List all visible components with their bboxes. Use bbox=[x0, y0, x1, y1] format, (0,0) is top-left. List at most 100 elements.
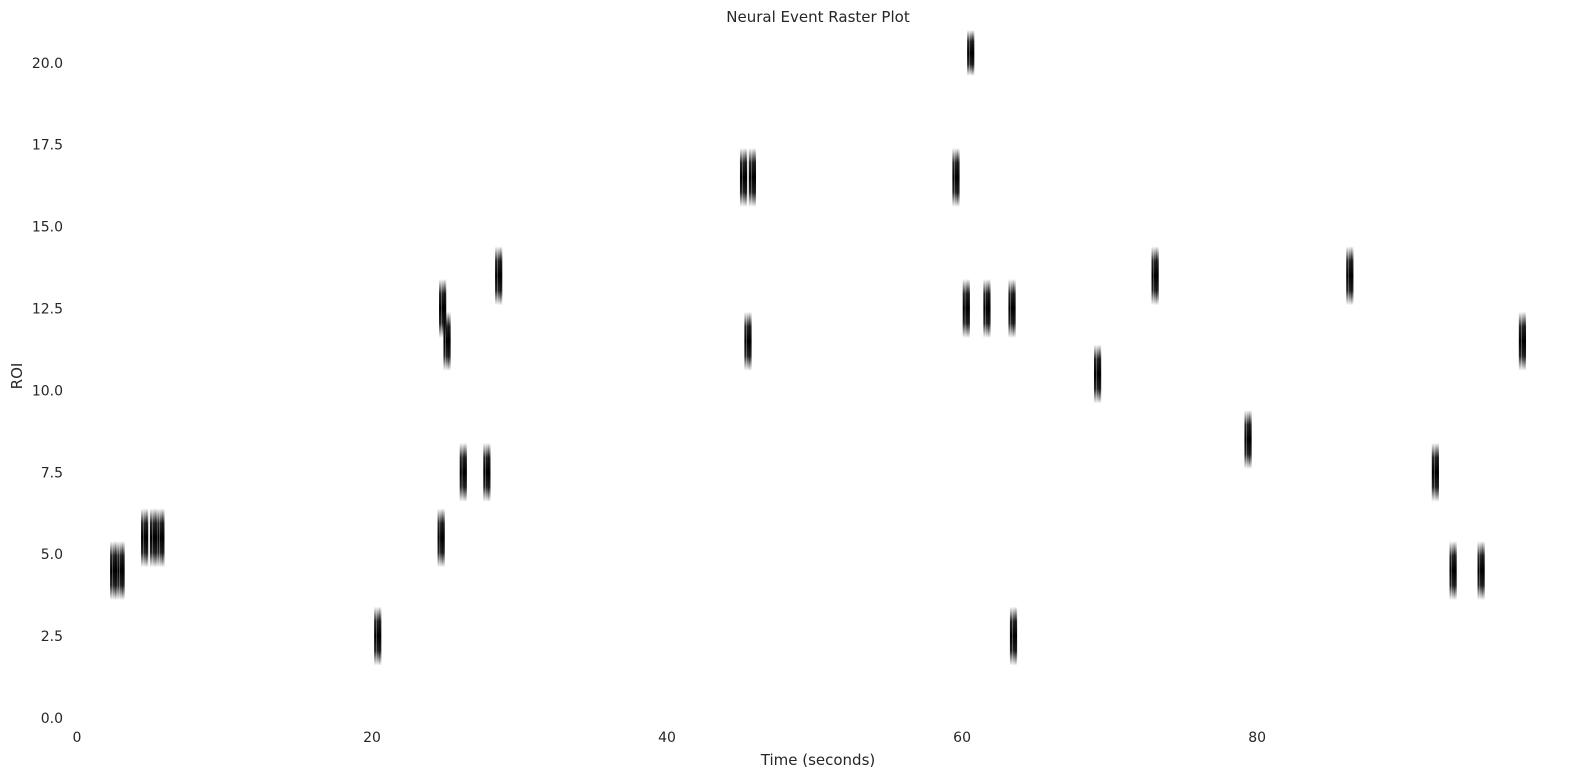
event-mark bbox=[117, 541, 125, 601]
x-tick-label: 0 bbox=[73, 730, 82, 746]
event-mark bbox=[439, 278, 447, 338]
event-line bbox=[374, 606, 377, 666]
event-line bbox=[967, 30, 970, 76]
event-mark bbox=[1009, 606, 1018, 666]
event-mark bbox=[1008, 278, 1016, 338]
event-line bbox=[154, 508, 158, 568]
event-line bbox=[497, 246, 501, 306]
event-line bbox=[742, 147, 746, 207]
x-tick-labels: 0 20 40 60 80 bbox=[73, 730, 1266, 746]
event-line bbox=[141, 508, 144, 568]
event-line bbox=[117, 541, 120, 601]
event-mark bbox=[149, 508, 158, 568]
event-line bbox=[1244, 410, 1247, 470]
event-line bbox=[1449, 541, 1452, 601]
event-mark bbox=[744, 311, 752, 371]
event-line bbox=[969, 30, 973, 76]
event-line bbox=[1348, 246, 1352, 306]
event-line bbox=[985, 278, 989, 338]
event-line bbox=[448, 311, 451, 371]
event-line bbox=[952, 147, 955, 207]
event-mark bbox=[1151, 246, 1159, 306]
x-tick-label: 60 bbox=[953, 730, 971, 746]
y-tick-label: 0.0 bbox=[41, 711, 63, 727]
event-line bbox=[500, 246, 503, 306]
event-line bbox=[115, 541, 118, 601]
event-mark bbox=[437, 508, 445, 568]
event-mark bbox=[1449, 541, 1457, 601]
event-line bbox=[965, 278, 969, 338]
event-line bbox=[1008, 278, 1011, 338]
event-line bbox=[962, 278, 965, 338]
event-mark bbox=[1093, 344, 1102, 404]
x-axis-label: Time (seconds) bbox=[760, 751, 876, 769]
event-line bbox=[744, 311, 747, 371]
event-line bbox=[957, 147, 960, 207]
event-marks bbox=[110, 30, 1527, 666]
event-mark bbox=[1431, 442, 1439, 502]
event-line bbox=[1014, 606, 1018, 666]
event-line bbox=[1346, 246, 1349, 306]
event-line bbox=[440, 508, 444, 568]
event-mark bbox=[157, 508, 165, 568]
y-axis-label: ROI bbox=[8, 363, 26, 390]
event-line bbox=[439, 278, 442, 338]
event-line bbox=[1098, 344, 1102, 404]
y-tick-label: 5.0 bbox=[41, 547, 63, 563]
event-line bbox=[744, 147, 748, 207]
event-line bbox=[1012, 606, 1016, 666]
event-mark bbox=[1346, 246, 1354, 306]
event-line bbox=[1434, 442, 1438, 502]
event-line bbox=[152, 508, 156, 568]
event-line bbox=[488, 442, 491, 502]
event-mark bbox=[141, 508, 149, 568]
event-line bbox=[1436, 442, 1439, 502]
event-line bbox=[159, 508, 163, 568]
event-line bbox=[495, 246, 498, 306]
event-line bbox=[445, 311, 449, 371]
event-line bbox=[119, 541, 123, 601]
event-line bbox=[1154, 246, 1158, 306]
event-line bbox=[1477, 541, 1480, 601]
event-line bbox=[379, 606, 382, 666]
event-line bbox=[112, 541, 116, 601]
event-line bbox=[1431, 442, 1434, 502]
event-mark bbox=[739, 147, 748, 207]
event-line bbox=[954, 147, 958, 207]
event-line bbox=[143, 508, 147, 568]
event-line bbox=[459, 442, 462, 502]
event-line bbox=[443, 311, 446, 371]
event-mark bbox=[443, 311, 451, 371]
event-line bbox=[483, 442, 486, 502]
event-line bbox=[751, 147, 755, 207]
y-tick-label: 20.0 bbox=[32, 56, 63, 72]
event-line bbox=[972, 30, 975, 76]
event-mark bbox=[983, 278, 991, 338]
event-line bbox=[746, 311, 750, 371]
event-line bbox=[110, 541, 113, 601]
event-line bbox=[1096, 344, 1100, 404]
event-line bbox=[122, 541, 125, 601]
event-line bbox=[1010, 278, 1014, 338]
x-tick-label: 20 bbox=[363, 730, 381, 746]
x-tick-label: 40 bbox=[658, 730, 676, 746]
event-line bbox=[1246, 410, 1250, 470]
event-line bbox=[1521, 311, 1525, 371]
x-tick-label: 80 bbox=[1248, 730, 1266, 746]
y-tick-label: 2.5 bbox=[41, 629, 63, 645]
event-line bbox=[462, 442, 466, 502]
event-line bbox=[1151, 246, 1154, 306]
chart-title: Neural Event Raster Plot bbox=[726, 8, 910, 26]
event-mark bbox=[483, 442, 491, 502]
event-mark bbox=[1518, 311, 1527, 371]
event-line bbox=[983, 278, 986, 338]
event-mark bbox=[110, 541, 118, 601]
event-line bbox=[146, 508, 149, 568]
event-line bbox=[1518, 311, 1522, 371]
event-mark bbox=[374, 606, 382, 666]
event-mark bbox=[952, 147, 960, 207]
event-line bbox=[1009, 606, 1013, 666]
event-mark bbox=[1244, 410, 1252, 470]
event-line bbox=[444, 278, 447, 338]
